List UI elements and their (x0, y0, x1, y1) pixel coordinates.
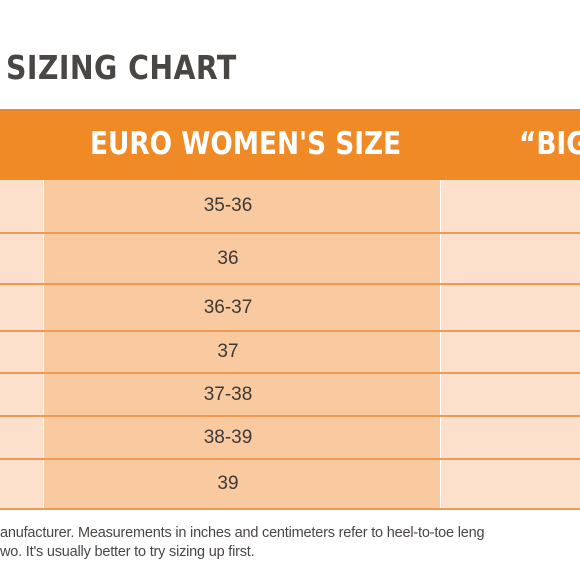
table-row: 35-36 (0, 180, 580, 232)
table-cell-euro-size: 35-36 (44, 180, 440, 232)
table-row: 37-38 (0, 374, 580, 415)
table-row: 39 (0, 460, 580, 508)
row-divider (0, 283, 580, 285)
table-cell-left (0, 374, 43, 415)
table-row: 36 (0, 234, 580, 283)
row-divider (0, 458, 580, 460)
header-euro-womens-size: EURO WOMEN'S SIZE (90, 126, 402, 162)
table-cell-left (0, 332, 43, 372)
table-cell-left (0, 417, 43, 458)
row-divider (0, 330, 580, 332)
table-bottom-border (0, 508, 580, 510)
table-cell-right (441, 374, 580, 415)
footnote-line-2: wo. It's usually better to try sizing up… (0, 544, 255, 560)
table-cell-right (441, 180, 580, 232)
table-row: 37 (0, 332, 580, 372)
table-cell-left (0, 180, 43, 232)
table-cell-euro-size: 36 (44, 234, 440, 283)
table-cell-euro-size: 37 (44, 332, 440, 372)
row-divider (0, 232, 580, 234)
table-cell-euro-size: 37-38 (44, 374, 440, 415)
footnote-line-1: anufacturer. Measurements in inches and … (0, 525, 485, 541)
euro-size-value: 36 (217, 247, 239, 269)
page-title: SIZING CHART (6, 48, 237, 87)
table-header: EURO WOMEN'S SIZE “BIG (0, 109, 580, 180)
table-cell-euro-size: 39 (44, 460, 440, 508)
row-divider (0, 415, 580, 417)
header-big: “BIG (519, 126, 580, 162)
table-cell-right (441, 234, 580, 283)
table-cell-right (441, 460, 580, 508)
table-cell-left (0, 234, 43, 283)
table-cell-left (0, 285, 43, 330)
table-row: 38-39 (0, 417, 580, 458)
row-divider (0, 372, 580, 374)
table-cell-right (441, 417, 580, 458)
table-cell-euro-size: 38-39 (44, 417, 440, 458)
euro-size-value: 35-36 (203, 195, 253, 216)
euro-size-value: 37 (217, 341, 239, 362)
euro-size-value: 37-38 (203, 383, 253, 405)
table-cell-euro-size: 36-37 (44, 285, 440, 330)
table-cell-left (0, 460, 43, 508)
euro-size-value: 36-37 (203, 296, 253, 318)
table-cell-right (441, 332, 580, 372)
table-cell-right (441, 285, 580, 330)
table-row: 36-37 (0, 285, 580, 330)
euro-size-value: 38-39 (203, 426, 253, 448)
euro-size-value: 39 (217, 473, 239, 494)
